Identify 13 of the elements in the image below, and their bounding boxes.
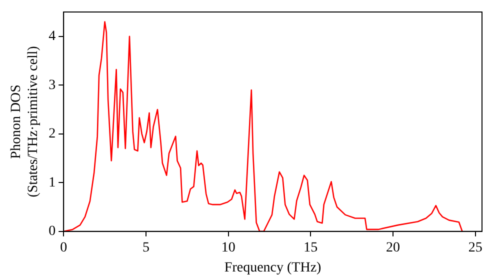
y-tick-label: 2 <box>48 126 56 142</box>
x-axis-title: Frequency (THz) <box>224 260 322 276</box>
x-tick-label: 0 <box>60 240 68 256</box>
x-tick-label: 10 <box>221 240 236 256</box>
y-tick-label: 3 <box>48 78 56 93</box>
y-tick-label: 4 <box>48 29 56 44</box>
y-axis-title: Phonon DOS (States/THz·primitive cell) <box>9 46 41 198</box>
x-tick-label: 20 <box>386 240 400 256</box>
y-tick-label: 1 <box>48 175 56 190</box>
x-tick-label: 5 <box>142 240 150 256</box>
x-tick-label: 15 <box>304 240 318 256</box>
x-tick-label: 25 <box>468 240 482 256</box>
y-tick-label: 0 <box>48 224 56 240</box>
